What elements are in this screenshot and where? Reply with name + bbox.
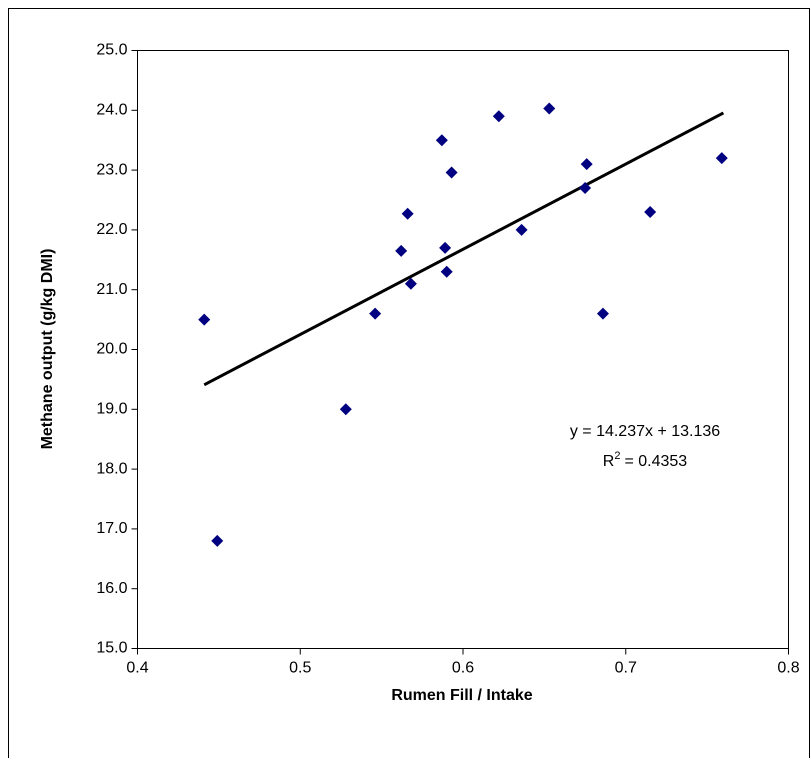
x-tick-label: 0.6 — [452, 660, 474, 677]
y-tick-label: 18.0 — [96, 460, 127, 477]
x-tick-label: 0.4 — [126, 660, 148, 677]
x-tick-label: 0.7 — [615, 660, 637, 677]
x-axis-title: Rumen Fill / Intake — [391, 687, 532, 704]
y-tick-label: 19.0 — [96, 401, 127, 418]
y-tick-label: 20.0 — [96, 341, 127, 358]
data-point — [339, 403, 352, 416]
trend-equation: y = 14.237x + 13.136 — [570, 423, 720, 440]
data-point — [404, 277, 417, 290]
y-tick-label: 21.0 — [96, 281, 127, 298]
data-point — [439, 241, 452, 254]
trendline — [203, 111, 725, 387]
y-tick-label: 25.0 — [96, 42, 127, 59]
chart-border — [8, 8, 810, 763]
data-point — [596, 307, 609, 320]
r-superscript: 2 — [614, 450, 620, 462]
data-point — [198, 313, 211, 326]
data-point — [543, 102, 556, 115]
x-tick-label: 0.8 — [777, 660, 799, 677]
data-point — [401, 207, 414, 220]
data-point — [440, 265, 453, 278]
y-tick-label: 23.0 — [96, 161, 127, 178]
r-squared: R2 = 0.4353 — [603, 450, 688, 470]
x-tick-label: 0.5 — [289, 660, 311, 677]
data-point — [515, 223, 528, 236]
y-tick-label: 22.0 — [96, 221, 127, 238]
data-point — [579, 182, 592, 195]
r-value: = 0.4353 — [624, 453, 687, 470]
y-tick-label: 15.0 — [96, 640, 127, 657]
y-tick-label: 17.0 — [96, 520, 127, 537]
data-point — [445, 166, 458, 179]
y-axis-title: Methane output (g/kg DMI) — [39, 249, 56, 450]
data-point — [395, 244, 408, 257]
data-point — [369, 307, 382, 320]
data-point — [715, 152, 728, 165]
y-tick-label: 16.0 — [96, 580, 127, 597]
data-point — [492, 110, 505, 123]
r-symbol: R — [603, 453, 615, 470]
data-point — [211, 534, 224, 547]
y-tick-label: 24.0 — [96, 102, 127, 119]
data-point — [644, 205, 657, 218]
data-point — [580, 158, 593, 171]
data-point — [435, 134, 448, 147]
